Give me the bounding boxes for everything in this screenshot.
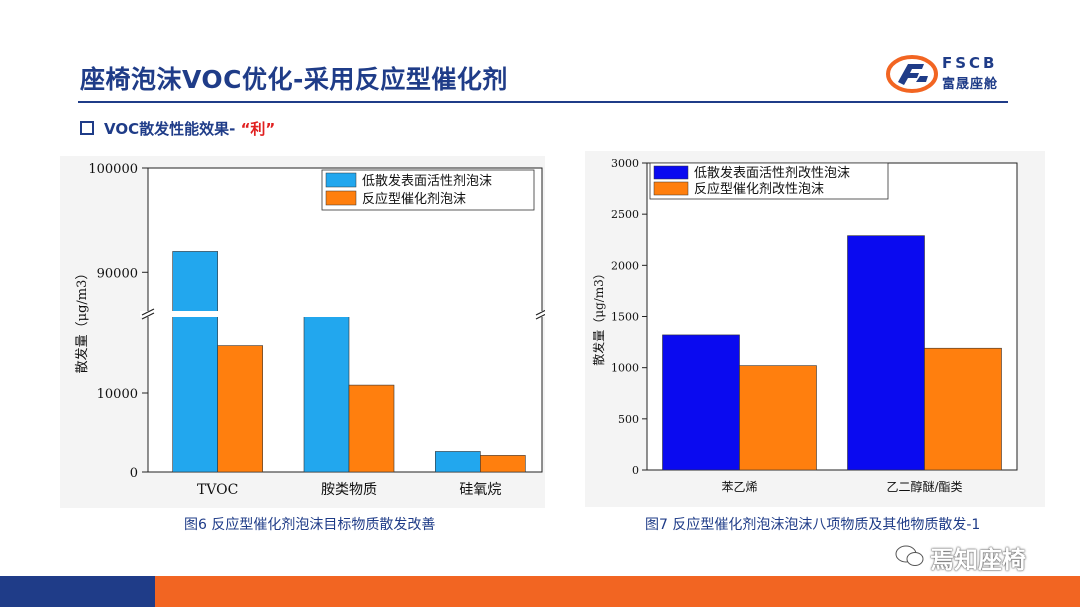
- chart1-bar: [303, 313, 350, 473]
- chart1-bar: [172, 251, 218, 473]
- title-divider: [78, 101, 1008, 103]
- chart1-x-tick-label: TVOC: [197, 482, 238, 498]
- chart2-y-tick-label: 500: [618, 413, 639, 426]
- chart2-y-tick-label: 3000: [611, 157, 639, 170]
- section-heading-highlight: “利”: [240, 120, 276, 138]
- chart1-axis-break-gap: [140, 311, 545, 317]
- chart2-caption: 图7 反应型催化剂泡沫泡沫八项物质及其他物质散发-1: [645, 517, 981, 533]
- logo-brand: FSCB: [942, 54, 998, 72]
- chart1-bar: [217, 345, 263, 473]
- chart1-svg: TVOC 胺类物质 硅氧烷 0 10000 90000 100000 散发量（μg/m3） 低散…: [74, 162, 545, 498]
- chart2-y-axis-label: 散发量（μg/m3）: [591, 267, 606, 366]
- chart2-legend-swatch: [653, 181, 689, 196]
- chart2-bar: [662, 334, 740, 471]
- logo-name: 富晟座舱: [942, 77, 999, 92]
- chart1-legend-swatch: [325, 172, 357, 188]
- chart1-bar: [348, 384, 395, 473]
- fscb-logo-icon: [886, 55, 938, 93]
- chart1-axis-break-mark: [535, 309, 545, 320]
- chart2-y-tick-label: 1500: [611, 311, 639, 324]
- chart2-legend-swatch: [653, 165, 689, 180]
- section-heading-text: VOC散发性能效果-: [104, 120, 241, 138]
- chart2-legend-label: 反应型催化剂改性泡沫: [694, 181, 824, 197]
- chart1-y-tick-label: 100000: [88, 162, 138, 177]
- chart2-y-tick-label: 1000: [611, 362, 639, 375]
- chart2-legend-label: 低散发表面活性剂改性泡沫: [694, 165, 850, 181]
- chart1-y-tick-label: 90000: [97, 266, 138, 281]
- chart1-legend-swatch: [325, 190, 357, 206]
- chart1-bar: [480, 455, 526, 473]
- chart1-x-tick-label: 胺类物质: [321, 482, 377, 498]
- chart1-legend: [321, 169, 535, 211]
- chart2-y-tick-label: 0: [632, 464, 639, 477]
- chart2-x-tick-label: 乙二醇醚/酯类: [886, 479, 962, 494]
- page-title: 座椅泡沫VOC优化-采用反应型催化剂: [80, 65, 508, 94]
- chart1-x-tick-label: 硅氧烷: [459, 482, 501, 498]
- chart1-y-axis-label: 散发量（μg/m3）: [74, 267, 90, 374]
- chart1-axis-break-mark: [141, 308, 155, 320]
- wechat-icon: [895, 545, 924, 566]
- chart2-y-tick-label: 2000: [611, 259, 639, 272]
- chart1-legend-label: 反应型催化剂泡沫: [362, 191, 466, 207]
- chart2-x-tick-label: 苯乙烯: [721, 480, 757, 494]
- footer-bar-blue: [0, 576, 155, 607]
- section-heading: VOC散发性能效果- “利”: [80, 118, 275, 139]
- chart1-caption: 图6 反应型催化剂泡沫目标物质散发改善: [184, 517, 436, 533]
- chart2-bar: [847, 235, 925, 471]
- watermark: 焉知座椅: [930, 546, 1026, 574]
- chart1-bar: [435, 451, 481, 473]
- chart1-legend-label: 低散发表面活性剂泡沫: [362, 173, 492, 189]
- chart2-bar: [739, 365, 817, 471]
- footer-bar-orange: [155, 576, 1080, 607]
- chart2-bar: [924, 347, 1002, 471]
- chart2-svg: 苯乙烯 乙二醇醚/酯类 0 500 1000 1500 2000 2500 3000 散发量（μg…: [591, 157, 1018, 494]
- checkbox-bullet-icon: [80, 121, 94, 135]
- chart1-y-tick-label: 0: [130, 466, 138, 481]
- chart1-y-tick-label: 10000: [97, 387, 138, 402]
- chart2-legend: [649, 162, 889, 200]
- chart2-y-tick-label: 2500: [611, 208, 639, 221]
